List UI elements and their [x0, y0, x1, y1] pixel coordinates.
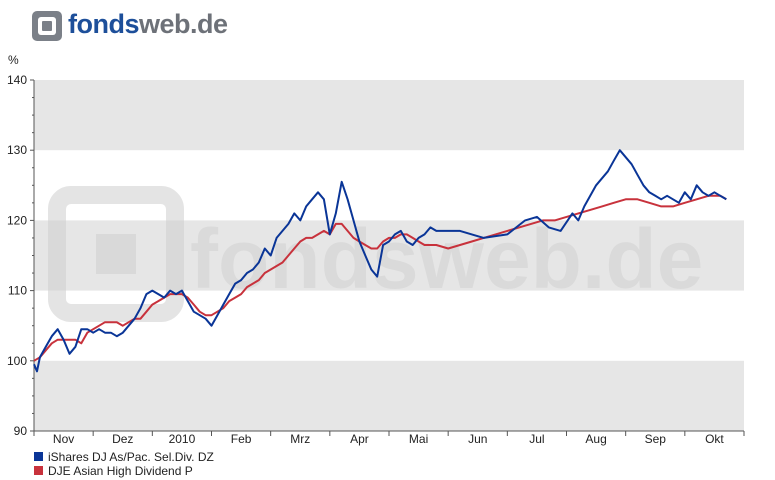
x-tick-label-11: Okt — [705, 432, 724, 446]
x-tick-label-5: Apr — [350, 432, 369, 446]
legend-swatch-ishares — [34, 452, 43, 461]
logo-mark-icon — [32, 11, 62, 41]
x-tick-label-4: Mrz — [290, 432, 310, 446]
grid-band-2 — [34, 360, 744, 431]
logo-wordmark: fondsweb.de — [68, 9, 228, 39]
grid-band-1 — [34, 220, 744, 291]
x-tick-label-1: Dez — [112, 432, 133, 446]
watermark-mark — [48, 186, 184, 322]
legend-swatch-dje — [34, 466, 43, 475]
y-tick-label-4: 100 — [7, 354, 27, 368]
y-tick-label-1: 130 — [7, 143, 27, 157]
watermark: fondsweb.de — [48, 186, 703, 322]
legend-label-ishares: iShares DJ As/Pac. Sel.Div. DZ — [48, 450, 214, 464]
y-axis-label: % — [8, 53, 19, 67]
x-tick-label-8: Jul — [529, 432, 544, 446]
x-tick-label-10: Sep — [645, 432, 667, 446]
y-tick-label-3: 110 — [8, 284, 27, 298]
legend: iShares DJ As/Pac. Sel.Div. DZ DJE Asian… — [34, 450, 214, 478]
x-tick-label-7: Jun — [468, 432, 487, 446]
series-line-0 — [33, 149, 727, 373]
x-tick-label-9: Aug — [585, 432, 606, 446]
x-tick-label-3: Feb — [231, 432, 252, 446]
y-tick-label-0: 140 — [7, 73, 27, 87]
series-line-1 — [33, 194, 727, 362]
y-tick-label-2: 120 — [7, 213, 27, 227]
watermark-text: fondsweb.de — [190, 212, 703, 306]
x-tick-label-6: Mai — [409, 432, 428, 446]
legend-label-dje: DJE Asian High Dividend P — [48, 464, 193, 478]
x-tick-label-0: Nov — [53, 432, 74, 446]
legend-item-ishares: iShares DJ As/Pac. Sel.Div. DZ — [34, 450, 214, 464]
watermark-mark-square — [96, 234, 136, 274]
y-tick-label-5: 90 — [14, 424, 28, 438]
fondsweb-logo: fondsweb.de — [32, 8, 232, 44]
grid-band-0 — [34, 80, 744, 151]
legend-item-dje: DJE Asian High Dividend P — [34, 464, 214, 478]
x-tick-label-2: 2010 — [169, 432, 196, 446]
